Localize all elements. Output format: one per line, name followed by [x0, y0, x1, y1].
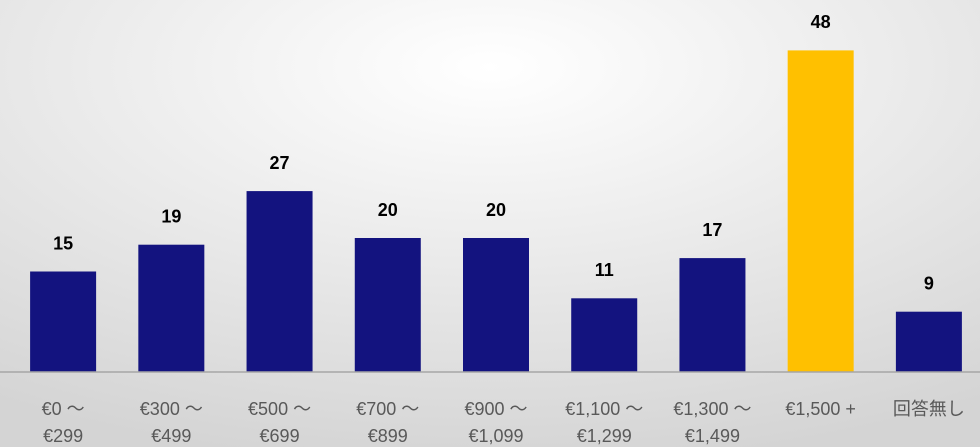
x-tick-label: €500 ～: [248, 399, 311, 419]
x-tick-label: €499: [151, 426, 191, 446]
x-tick-label: €1,499: [685, 426, 740, 446]
x-tick-label: €1,500 +: [785, 399, 856, 419]
x-tick-label: €299: [43, 426, 83, 446]
bar: [463, 238, 529, 372]
value-label: 20: [486, 200, 506, 220]
value-label: 27: [270, 153, 290, 173]
bar: [138, 244, 205, 372]
value-label: 20: [378, 200, 398, 220]
x-tick-label: €700 ～: [356, 399, 419, 419]
bar: [571, 298, 638, 372]
bar: [354, 238, 421, 372]
x-tick-label: €900 ～: [464, 399, 527, 419]
value-label: 17: [702, 220, 722, 240]
x-tick-label: €1,299: [577, 426, 632, 446]
bar: [246, 191, 313, 372]
x-tick-label: €1,100 ～: [565, 399, 643, 419]
bar: [787, 50, 854, 373]
value-label: 19: [161, 206, 181, 226]
value-label: 11: [595, 260, 614, 280]
x-tick-label: €0 ～: [42, 399, 85, 419]
bar: [30, 271, 97, 372]
x-tick-label: €300 ～: [140, 399, 203, 419]
x-tick-label: €899: [368, 426, 408, 446]
x-tick-label: €699: [260, 426, 300, 446]
x-tick-label: 回答無し: [893, 399, 965, 419]
value-label: 15: [53, 233, 73, 253]
value-label: 48: [811, 12, 831, 32]
bar: [679, 258, 746, 372]
bar: [895, 311, 962, 372]
value-label: 9: [924, 273, 934, 293]
x-tick-label: €1,300 ～: [673, 399, 751, 419]
x-tick-label: €1,099: [468, 426, 523, 446]
